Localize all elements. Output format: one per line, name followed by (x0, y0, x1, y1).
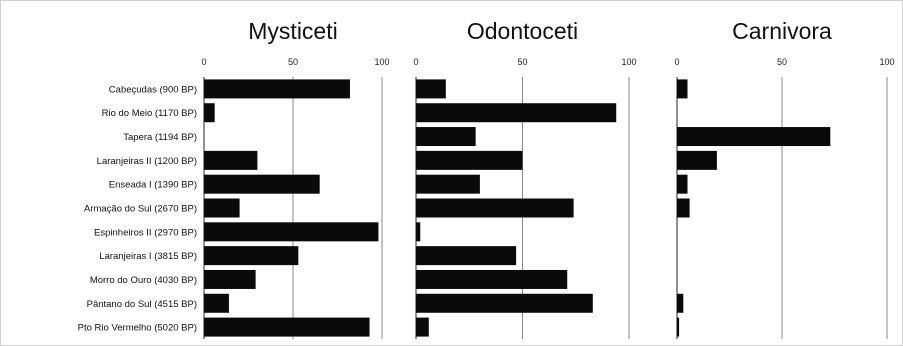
category-label: Pto Rio Vermelho (5020 BP) (78, 323, 197, 334)
bar (416, 150, 523, 170)
bar (204, 317, 370, 337)
bar (416, 246, 517, 266)
bar (416, 79, 446, 99)
panel-odontoceti: Odontoceti 0 50 100 (413, 18, 637, 339)
bar (677, 79, 688, 99)
bar (416, 293, 593, 313)
panel-title: Mysticeti (248, 18, 337, 44)
bar (677, 127, 831, 147)
category-label: Morro do Ouro (4030 BP) (90, 275, 197, 286)
bar (204, 79, 350, 99)
bar (416, 222, 421, 242)
bar (677, 293, 684, 313)
bar (204, 269, 256, 289)
x-tick-label: 0 (201, 57, 206, 67)
bar (416, 198, 574, 218)
panel-title: Odontoceti (467, 18, 578, 44)
bar (204, 150, 258, 170)
category-label: Cabeçudas (900 BP) (109, 84, 197, 95)
x-tick-label: 100 (879, 57, 894, 67)
bar (677, 198, 690, 218)
bar (677, 317, 680, 337)
x-tick-label: 100 (621, 57, 636, 67)
category-label: Laranjeiras I (3815 BP) (99, 251, 197, 262)
bar (416, 127, 476, 147)
category-label: Armação do Sul (2670 BP) (84, 204, 197, 215)
category-label: Enseada I (1390 BP) (109, 180, 197, 191)
panel-title: Carnivora (732, 18, 832, 44)
category-label: Laranjeiras II (1200 BP) (97, 156, 197, 167)
panel-carnivora: Carnivora 0 50 100 (674, 18, 895, 339)
bar (416, 317, 429, 337)
category-label: Espinheiros II (2970 BP) (94, 227, 197, 238)
category-label: Tapera (1194 BP) (123, 132, 197, 143)
panel-mysticeti: Mysticeti 0 50 100 (201, 18, 390, 339)
bar (416, 174, 480, 194)
x-tick-label: 50 (288, 57, 298, 67)
x-tick-label: 50 (777, 57, 787, 67)
category-label: Pântano do Sul (4515 BP) (87, 299, 197, 310)
x-tick-label: 0 (413, 57, 418, 67)
bar (416, 269, 568, 289)
bar (677, 150, 717, 170)
bar (204, 198, 240, 218)
bar (204, 222, 379, 242)
bar (204, 293, 229, 313)
bar (204, 246, 299, 266)
bar (204, 174, 320, 194)
x-tick-label: 100 (374, 57, 389, 67)
bar (416, 103, 617, 123)
x-tick-label: 0 (674, 57, 679, 67)
category-label: Rio do Meio (1170 BP) (102, 108, 197, 119)
bar (677, 174, 688, 194)
bar (204, 103, 215, 123)
x-tick-label: 50 (517, 57, 527, 67)
